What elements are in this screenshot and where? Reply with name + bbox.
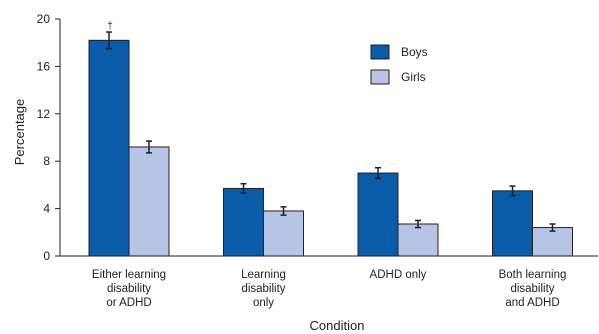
- error-bar: [106, 31, 112, 50]
- error-bar: [280, 206, 287, 216]
- legend-swatch-girls: [370, 69, 390, 85]
- y-tick-label: 12: [37, 107, 51, 121]
- error-bar: [415, 219, 421, 229]
- legend: Boys Girls: [370, 44, 428, 85]
- bar-girls: [397, 223, 439, 257]
- x-category-label: Learning disability only: [241, 269, 286, 309]
- legend-label-girls: Girls: [401, 70, 426, 84]
- error-bars: [106, 31, 556, 232]
- legend-label-boys: Boys: [401, 45, 428, 59]
- y-tick-label: 0: [43, 249, 50, 263]
- error-bar: [146, 140, 152, 154]
- y-tick-label: 8: [43, 154, 50, 168]
- bars: [88, 39, 573, 257]
- y-tick-label: 20: [37, 12, 51, 26]
- x-category-label: ADHD only: [370, 269, 427, 281]
- bar-girls: [128, 146, 170, 257]
- bar-boys: [223, 187, 264, 257]
- error-bar: [509, 185, 516, 197]
- bar-boys: [492, 190, 533, 257]
- x-category-label: Either learning disability or ADHD: [92, 269, 166, 309]
- error-bar: [240, 182, 247, 194]
- error-bar: [549, 223, 556, 232]
- x-axis-category-labels: Either learning disability or ADHD Learning…: [92, 269, 566, 309]
- error-bar: [375, 166, 381, 180]
- x-category-label: Both learning disability and ADHD: [499, 269, 567, 309]
- y-tick-label: 16: [37, 59, 51, 73]
- bar-girls: [263, 210, 304, 257]
- bar-boys: [88, 39, 130, 257]
- legend-swatch-boys: [370, 44, 390, 60]
- y-axis-ticks: 0 4 8 12 16 20: [37, 12, 60, 263]
- annotations: †: [107, 21, 113, 32]
- y-axis-title: Percentage: [12, 99, 27, 166]
- y-tick-label: 4: [43, 202, 50, 216]
- bar-boys: [357, 172, 399, 257]
- annotation-dagger: †: [107, 21, 113, 32]
- x-axis-title: Condition: [310, 318, 365, 333]
